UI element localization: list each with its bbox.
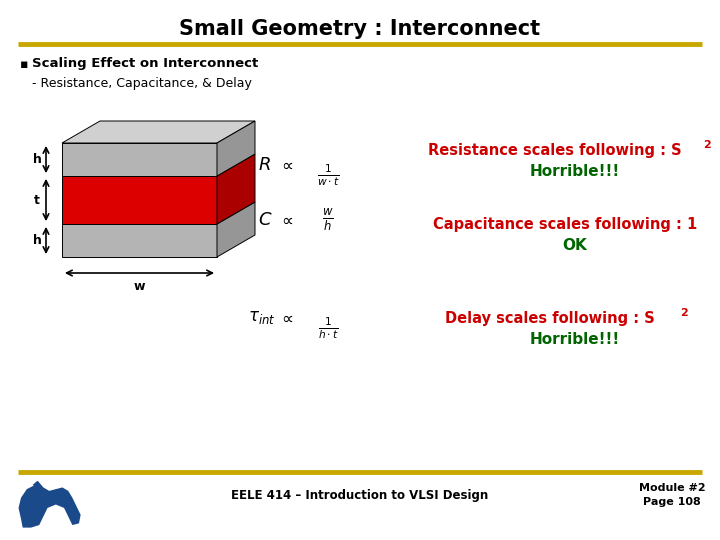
Text: Capacitance scales following : 1: Capacitance scales following : 1: [433, 217, 697, 232]
Text: h: h: [32, 153, 42, 166]
Polygon shape: [32, 481, 43, 489]
Polygon shape: [62, 143, 217, 176]
Text: EELE 414 – Introduction to VLSI Design: EELE 414 – Introduction to VLSI Design: [231, 489, 489, 502]
Text: $\propto$: $\propto$: [278, 211, 293, 229]
Polygon shape: [62, 176, 217, 224]
Text: t: t: [34, 193, 40, 206]
Text: 2: 2: [680, 308, 688, 318]
Text: - Resistance, Capacitance, & Delay: - Resistance, Capacitance, & Delay: [32, 77, 252, 90]
Text: 2: 2: [703, 140, 711, 150]
Polygon shape: [62, 224, 217, 257]
Text: Page 108: Page 108: [643, 497, 701, 507]
Text: $\propto$: $\propto$: [278, 156, 293, 174]
Text: $\tau_{int}$: $\tau_{int}$: [248, 309, 276, 327]
Text: Small Geometry : Interconnect: Small Geometry : Interconnect: [179, 19, 541, 39]
Text: ▪: ▪: [20, 57, 29, 71]
Text: Horrible!!!: Horrible!!!: [530, 165, 620, 179]
Text: $\frac{1}{h \cdot t}$: $\frac{1}{h \cdot t}$: [318, 315, 338, 341]
Text: Resistance scales following : S: Resistance scales following : S: [428, 143, 682, 158]
Polygon shape: [217, 202, 255, 257]
Text: Horrible!!!: Horrible!!!: [530, 333, 620, 348]
Text: OK: OK: [562, 239, 588, 253]
Polygon shape: [62, 121, 255, 143]
Polygon shape: [19, 485, 81, 528]
Text: Scaling Effect on Interconnect: Scaling Effect on Interconnect: [32, 57, 258, 71]
Text: w: w: [134, 280, 145, 293]
Text: h: h: [32, 234, 42, 247]
Text: Delay scales following : S: Delay scales following : S: [445, 310, 655, 326]
Polygon shape: [217, 121, 255, 176]
Text: $\frac{w}{h}$: $\frac{w}{h}$: [323, 207, 334, 233]
Polygon shape: [217, 154, 255, 224]
Text: $R$: $R$: [258, 156, 271, 174]
Text: $C$: $C$: [258, 211, 272, 229]
Text: $\propto$: $\propto$: [278, 309, 293, 327]
Text: $\frac{1}{w \cdot t}$: $\frac{1}{w \cdot t}$: [317, 162, 339, 188]
Text: Module #2: Module #2: [639, 483, 706, 493]
